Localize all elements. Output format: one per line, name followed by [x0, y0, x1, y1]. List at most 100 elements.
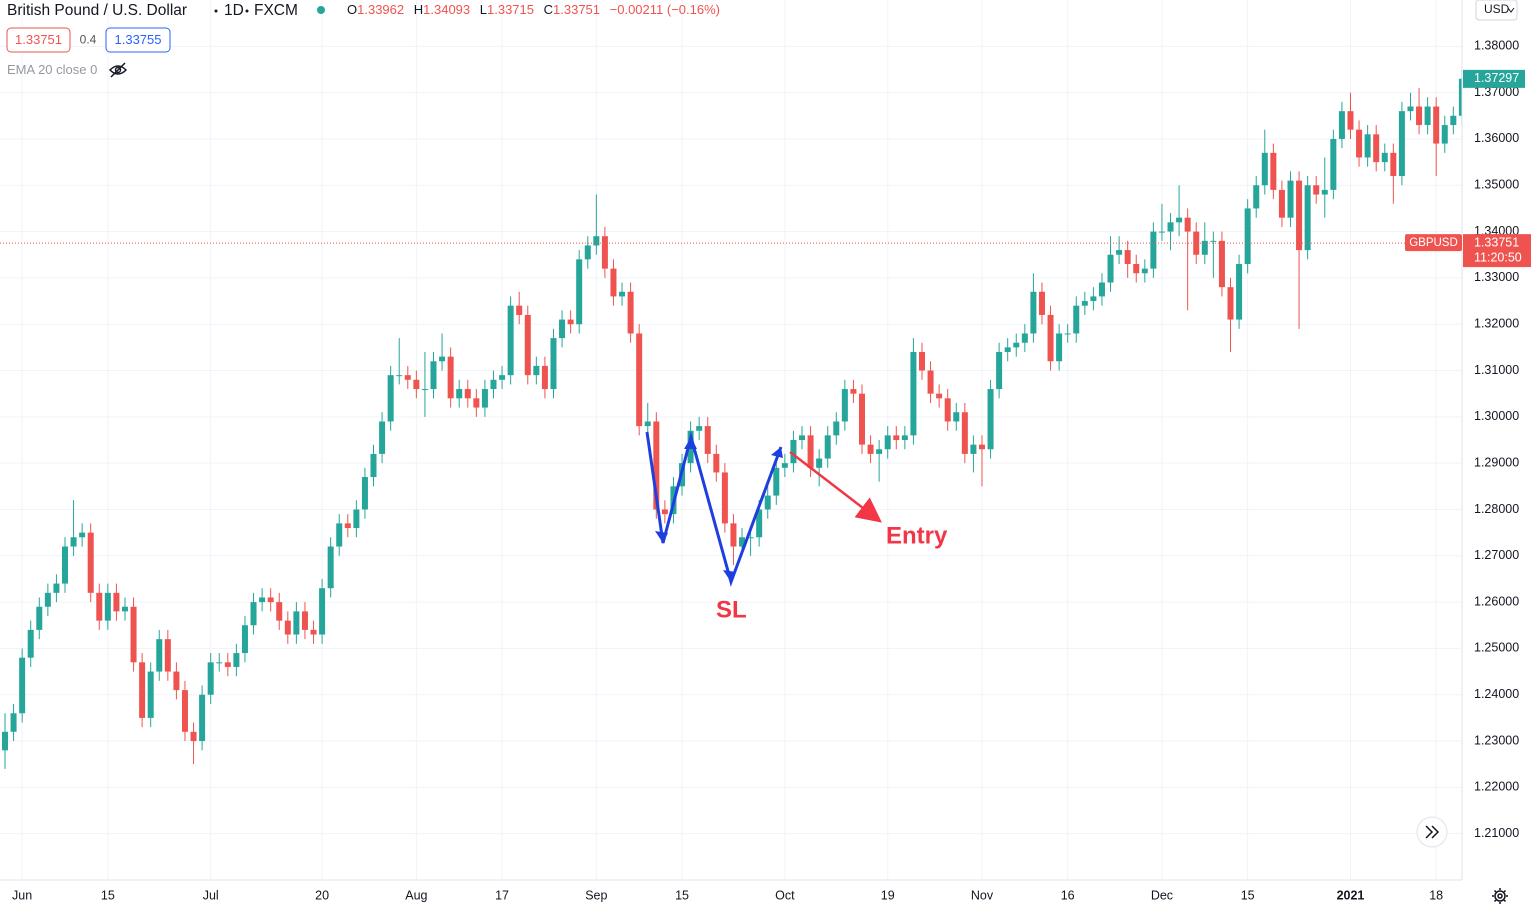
- spread: 0.4: [80, 33, 97, 47]
- candle-body: [1381, 152, 1388, 163]
- interval[interactable]: 1D: [224, 2, 244, 19]
- candle-body: [190, 731, 197, 742]
- currency-button[interactable]: [1475, 0, 1518, 21]
- candle-body: [353, 509, 360, 528]
- symbol-tag: [1405, 234, 1462, 252]
- candle-body: [421, 389, 428, 391]
- buy-price: 1.33755: [115, 32, 162, 47]
- candle-body: [713, 453, 720, 473]
- sell-button[interactable]: [6, 27, 71, 53]
- candle-body: [139, 662, 146, 718]
- candle-body: [70, 537, 77, 547]
- candle-body: [121, 606, 128, 612]
- y-tick-label: 1.35000: [1474, 178, 1519, 192]
- candle-body: [1056, 333, 1063, 362]
- candle-body: [104, 592, 111, 621]
- candle-body: [1013, 342, 1020, 348]
- candle-body: [327, 546, 334, 589]
- candle-body: [447, 356, 454, 399]
- candle-body: [833, 421, 840, 436]
- candle-body: [1218, 240, 1225, 288]
- candle-body: [1287, 180, 1294, 218]
- x-tick-label: 15: [1241, 888, 1255, 902]
- candle-body: [1244, 208, 1251, 264]
- symbol-title[interactable]: British Pound / U.S. Dollar: [7, 2, 187, 19]
- candle-body: [490, 379, 497, 390]
- y-tick-label: 1.23000: [1474, 733, 1519, 747]
- candle-body: [1253, 185, 1260, 209]
- candle-body: [1261, 152, 1268, 186]
- candle-body: [576, 259, 583, 325]
- candle-body: [1398, 111, 1405, 176]
- x-tick-label: 17: [495, 888, 509, 902]
- candle-body: [773, 467, 780, 496]
- market-status[interactable]: [317, 6, 325, 14]
- candle-body: [1116, 250, 1123, 255]
- candle-body: [61, 546, 68, 584]
- x-tick-label: Dec: [1151, 888, 1173, 902]
- candle-body: [293, 611, 300, 635]
- candle-body: [1038, 291, 1045, 315]
- candle-body: [610, 268, 617, 297]
- candle-body: [918, 352, 925, 371]
- candle-body: [439, 356, 446, 362]
- candle-body: [276, 602, 283, 621]
- candle-body: [644, 421, 651, 427]
- ohlc-key: H: [414, 2, 423, 17]
- candle-body: [704, 426, 711, 454]
- x-tick-label: Nov: [971, 888, 994, 902]
- candle-body: [541, 365, 548, 390]
- candle-body: [87, 532, 94, 593]
- candle-body: [867, 444, 874, 454]
- separator: [214, 9, 218, 13]
- candle-body: [36, 606, 43, 630]
- y-tick-label: 1.29000: [1474, 455, 1519, 469]
- candle-body: [627, 291, 634, 334]
- sell-price: 1.33751: [15, 32, 62, 47]
- candle-body: [1390, 152, 1397, 176]
- last-price-tag: [1463, 69, 1525, 88]
- buy-button[interactable]: [105, 27, 171, 53]
- entry-arrow: [789, 451, 882, 523]
- candle-body: [593, 236, 600, 246]
- indicator-legend[interactable]: EMA 20 close 0: [7, 62, 97, 77]
- y-tick-label: 1.32000: [1474, 317, 1519, 331]
- candle-body: [1433, 106, 1440, 144]
- currency: USD: [1484, 2, 1510, 16]
- candle-body: [927, 370, 934, 394]
- candle-body: [936, 393, 943, 399]
- candle-body: [310, 629, 317, 635]
- candle-body: [1441, 125, 1448, 144]
- candle-body: [173, 671, 180, 691]
- candles: [2, 69, 1465, 769]
- candle-body: [241, 625, 248, 654]
- y-tick-label: 1.36000: [1474, 131, 1519, 145]
- y-tick-label: 1.33000: [1474, 270, 1519, 284]
- ohlc-key: O: [347, 2, 357, 17]
- candle-body: [113, 592, 120, 612]
- candle-body: [1064, 333, 1071, 335]
- candle-body: [944, 398, 951, 422]
- candle-body: [181, 690, 188, 732]
- hide-indicator-icon[interactable]: [108, 62, 128, 78]
- candle-body: [1098, 282, 1105, 297]
- settings-button[interactable]: [1492, 888, 1508, 904]
- candle-body: [53, 583, 60, 593]
- candle-body: [1124, 250, 1131, 264]
- y-tick-label: 1.37000: [1474, 85, 1519, 99]
- candle-body: [764, 495, 771, 510]
- candle-body: [224, 662, 231, 667]
- ohlc-value: 1.33751: [553, 2, 600, 17]
- candle-body: [1167, 222, 1174, 232]
- candle-body: [567, 319, 574, 325]
- candle-body: [1201, 240, 1208, 255]
- candle-body: [1107, 254, 1114, 283]
- candle-body: [1184, 217, 1191, 232]
- x-tick-label: 16: [1061, 888, 1075, 902]
- candle-body: [96, 592, 103, 621]
- candle-body: [987, 389, 994, 450]
- candle-body: [44, 592, 51, 607]
- candle-body: [653, 421, 660, 510]
- candle-body: [1416, 106, 1423, 126]
